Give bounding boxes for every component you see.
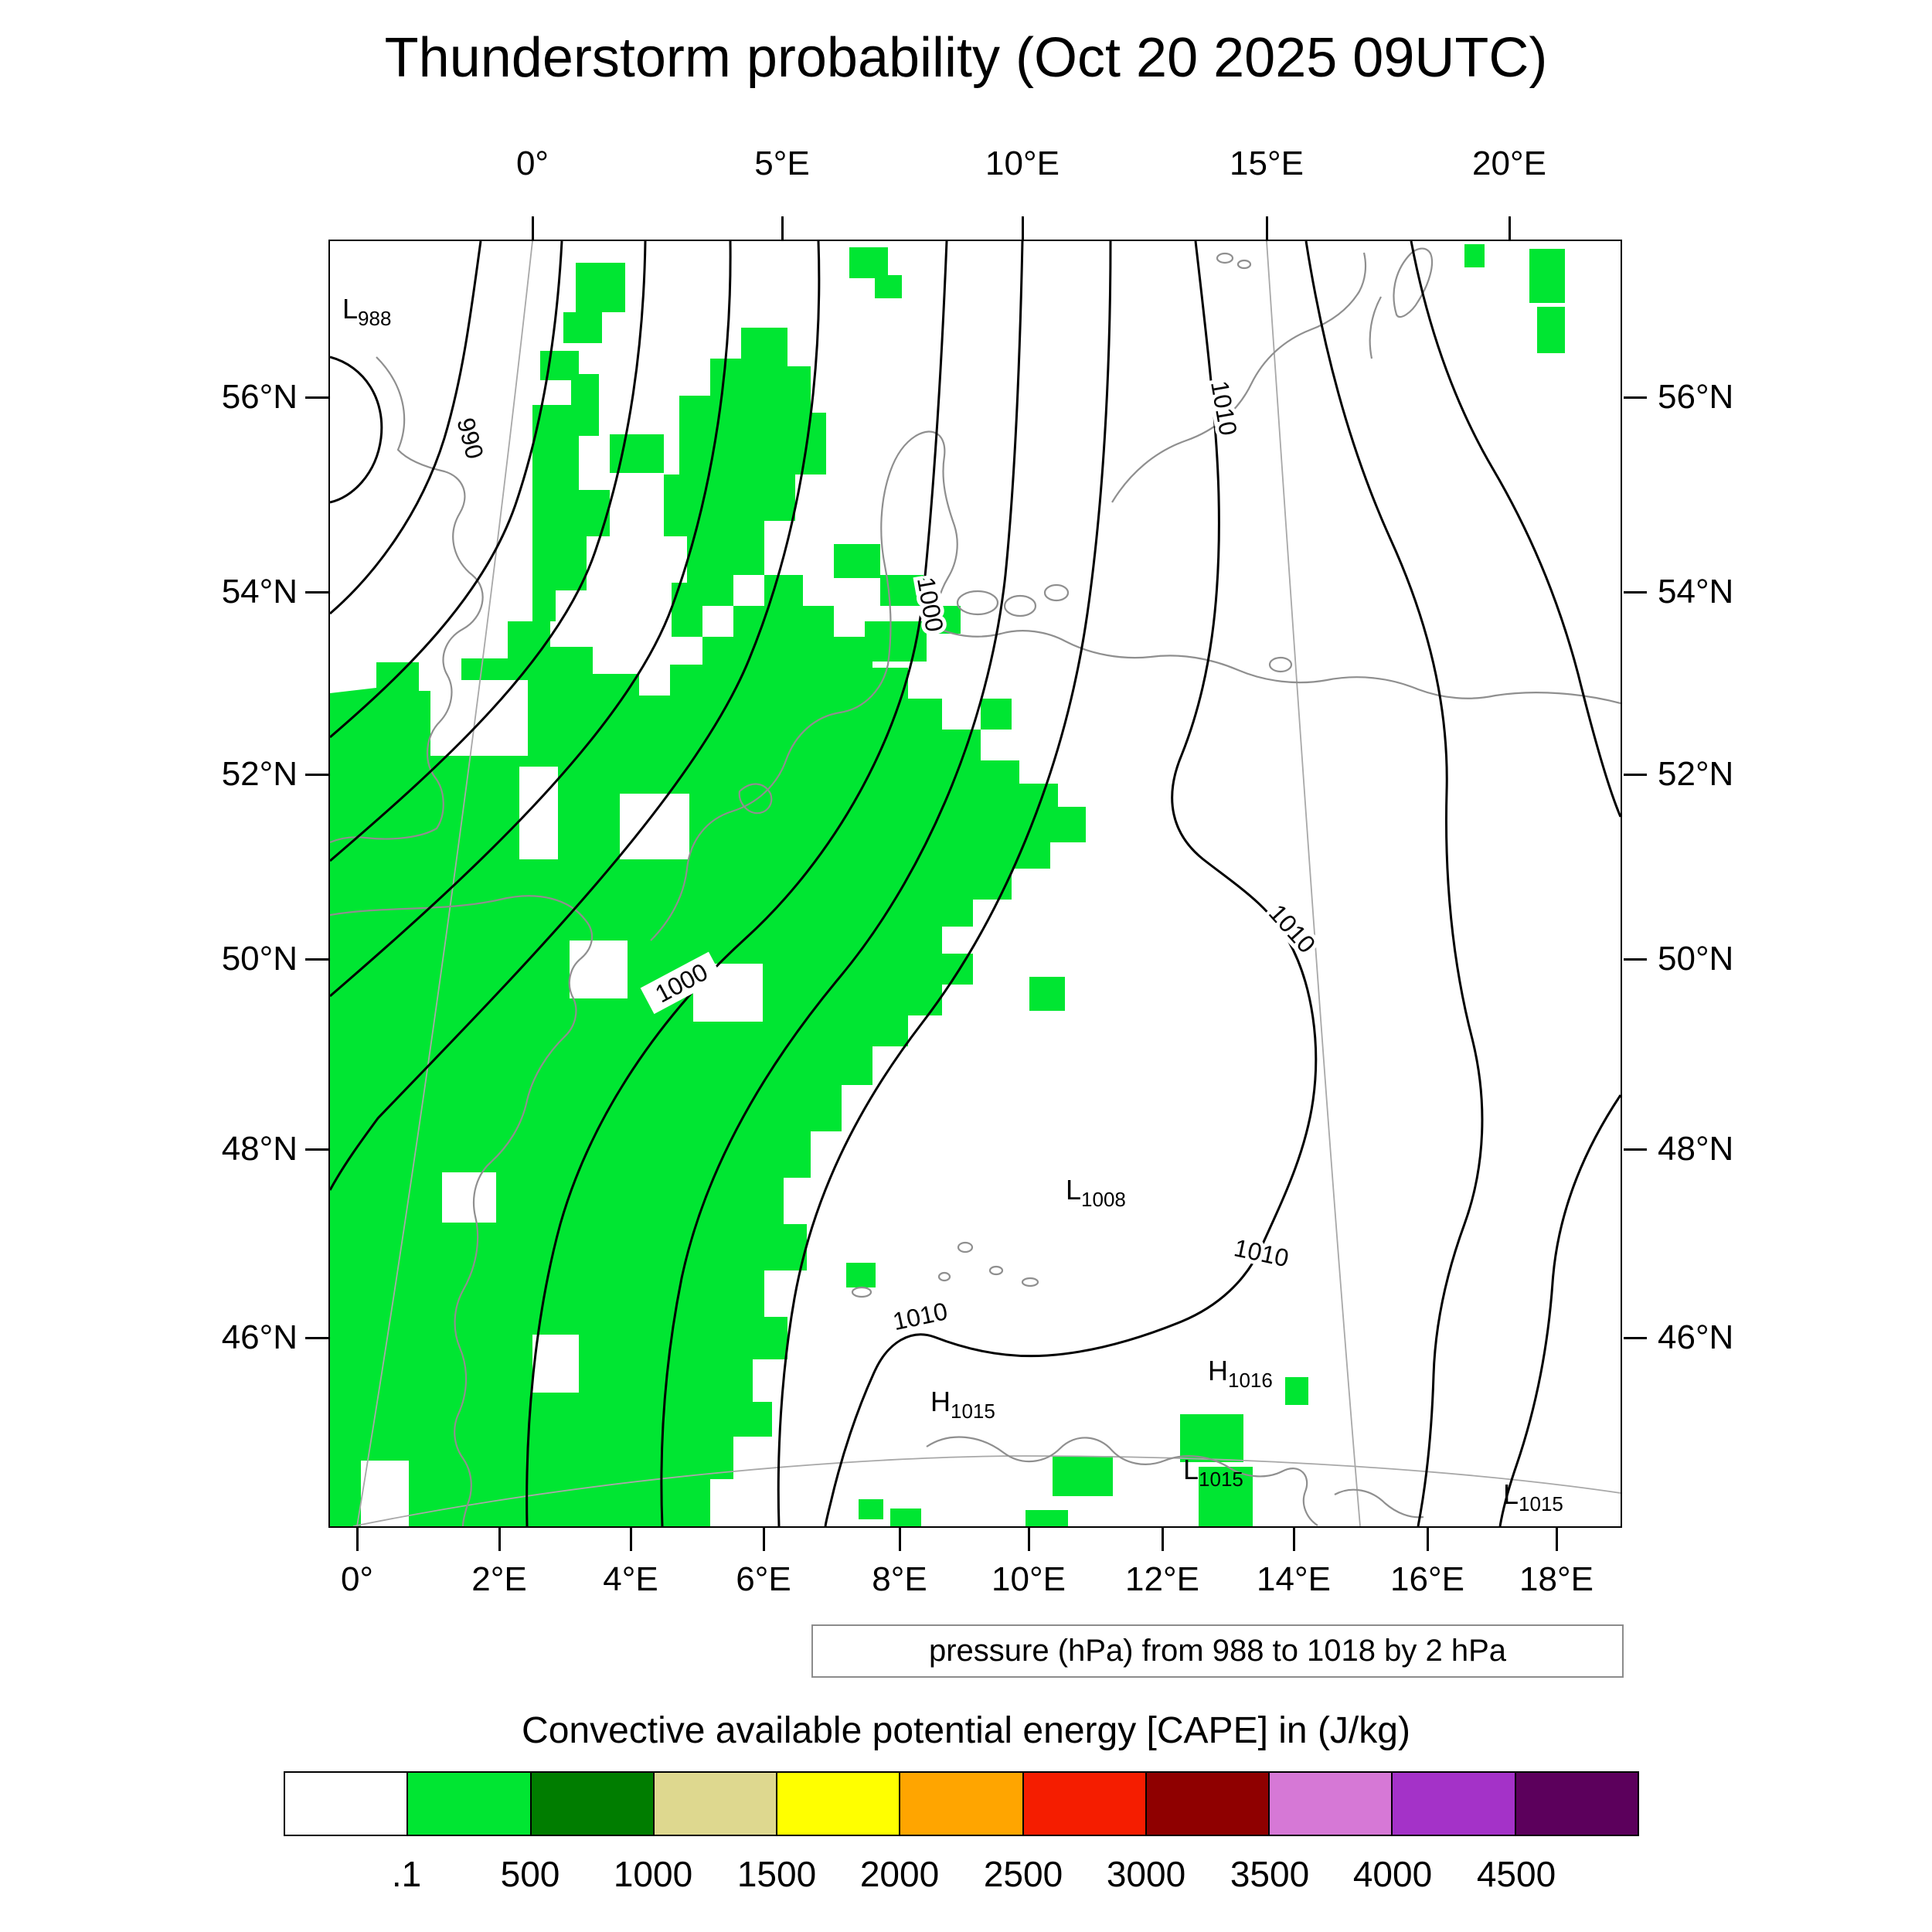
axis-tick-label-bottom: 6°E [736,1560,791,1598]
colorbar-tick-label: 3000 [1106,1854,1186,1894]
axis-tick [1624,1337,1647,1339]
axis-tick [305,396,328,399]
chart-title: Thunderstorm probability (Oct 20 2025 09… [384,27,1548,89]
pressure-center-low: L1015 [1503,1478,1563,1515]
colorbar-tick-label: 4000 [1352,1854,1433,1894]
map-panel: 990 1000 1000 1010 1010 1010 [328,240,1622,1528]
colorbar-tick-label: 4500 [1476,1854,1556,1894]
axis-tick-label-top: 10°E [985,145,1060,182]
colorbar-segment [1268,1771,1393,1836]
colorbar-tick-label: 2500 [983,1854,1063,1894]
axis-tick [305,591,328,594]
axis-tick [630,1528,632,1551]
axis-tick [532,216,534,240]
isobar-lines [330,241,1621,1526]
axis-tick [1624,774,1647,776]
colorbar-segment [529,1771,655,1836]
axis-tick-label-top: 20°E [1472,145,1546,182]
axis-tick-label-bottom: 18°E [1519,1560,1594,1598]
axis-tick-label-bottom: 8°E [872,1560,927,1598]
axis-tick-label-right: 46°N [1658,1318,1734,1356]
axis-tick [1427,1528,1429,1551]
colorbar-segment [1145,1771,1270,1836]
axis-tick [1624,396,1647,399]
axis-tick-label-bottom: 2°E [471,1560,527,1598]
axis-tick [763,1528,765,1551]
axis-tick [498,1528,501,1551]
axis-tick-label-bottom: 0° [340,1560,374,1598]
axis-tick [1266,216,1268,240]
axis-tick-label-top: 0° [515,145,549,182]
colorbar-segment [776,1771,901,1836]
pressure-center-high: H1015 [930,1386,995,1423]
axis-tick-label-right: 52°N [1658,755,1734,793]
axis-tick [899,1528,901,1551]
axis-tick [1556,1528,1558,1551]
colorbar-tick-label: 2000 [859,1854,940,1894]
colorbar-segment [1391,1771,1516,1836]
legend-title: Convective available potential energy [C… [522,1710,1410,1751]
axis-tick-label-top: 15°E [1230,145,1304,182]
axis-tick-label-right: 50°N [1658,940,1734,978]
colorbar-segment [406,1771,532,1836]
pressure-center-low: L988 [342,293,391,330]
axis-tick [1022,216,1024,240]
cape-shading-region [330,244,1565,1526]
cape-shading-holes [361,680,763,1526]
axis-tick [305,958,328,961]
axis-tick [781,216,784,240]
colorbar-tick-label: 1000 [613,1854,693,1894]
axis-tick-label-bottom: 4°E [603,1560,658,1598]
axis-tick [1624,958,1647,961]
axis-tick-label-right: 56°N [1658,378,1734,416]
axis-tick-label-bottom: 12°E [1125,1560,1199,1598]
axis-tick [305,1148,328,1151]
axis-tick [356,1528,359,1551]
axis-tick [305,774,328,776]
axis-tick-label-bottom: 16°E [1390,1560,1464,1598]
axis-tick-label-left: 48°N [221,1130,298,1168]
map-svg: 990 1000 1000 1010 1010 1010 [330,241,1621,1526]
axis-tick-label-right: 48°N [1658,1130,1734,1168]
colorbar-segment [1514,1771,1639,1836]
colorbar-segment [652,1771,778,1836]
axis-tick-label-bottom: 14°E [1257,1560,1331,1598]
axis-tick [1624,1148,1647,1151]
axis-tick-label-top: 5°E [754,145,810,182]
axis-tick-label-left: 52°N [221,755,298,793]
colorbar-tick-label: 1500 [736,1854,817,1894]
colorbar [284,1771,1639,1836]
axis-tick-label-right: 54°N [1658,573,1734,611]
colorbar-tick-label: 3500 [1230,1854,1310,1894]
isobar-label-box [640,951,723,1015]
pressure-center-low: L1008 [1066,1174,1126,1211]
axis-tick-label-left: 56°N [221,378,298,416]
pressure-center-labels: L988 L1008 H1016 H1015 L1015 L1015 [342,293,1563,1515]
isobar-label: 1010 [1206,379,1243,437]
axis-tick [1293,1528,1295,1551]
graticule-lines [352,241,1621,1526]
axis-tick [1509,216,1511,240]
axis-tick [1624,591,1647,594]
axis-tick-label-left: 50°N [221,940,298,978]
colorbar-tick-label: .1 [391,1854,422,1894]
pressure-range-note: pressure (hPa) from 988 to 1018 by 2 hPa [811,1624,1624,1678]
colorbar-segment [1022,1771,1147,1836]
coastlines [330,247,1621,1526]
pressure-center-high: H1016 [1208,1355,1273,1392]
colorbar-tick-label: 500 [500,1854,560,1894]
axis-tick [305,1337,328,1339]
colorbar-segment [899,1771,1024,1836]
isobar-label: 1010 [1232,1233,1291,1272]
pressure-center-low: L1015 [1183,1454,1243,1491]
isobar-label: 990 [451,415,489,462]
axis-tick-label-left: 46°N [221,1318,298,1356]
isobar-label: 1010 [890,1297,950,1335]
axis-tick [1028,1528,1030,1551]
axis-tick [1162,1528,1164,1551]
colorbar-segment [284,1771,409,1836]
axis-tick-label-left: 54°N [221,573,298,611]
axis-tick-label-bottom: 10°E [992,1560,1066,1598]
